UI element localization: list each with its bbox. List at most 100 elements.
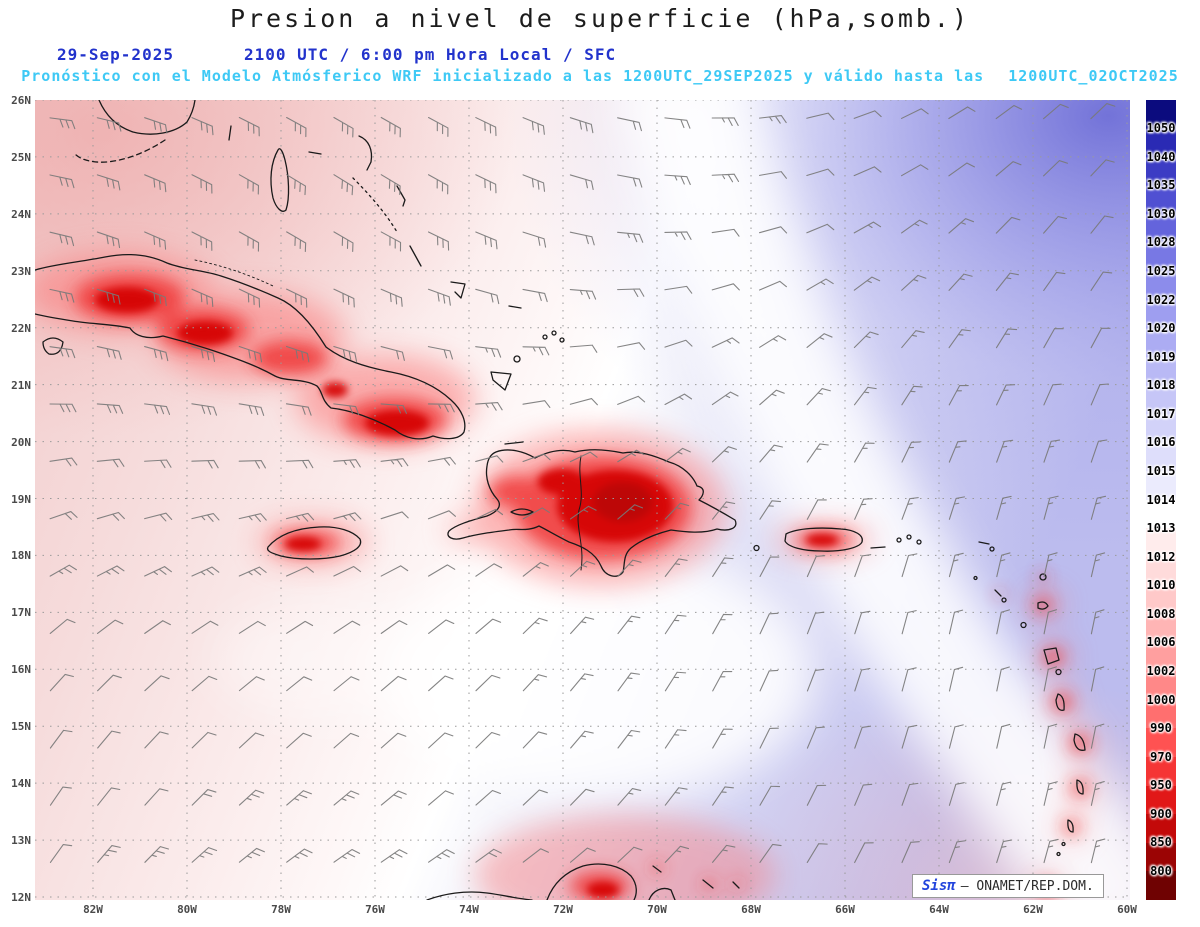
wind-barb bbox=[333, 790, 360, 806]
coast-grenadines bbox=[1056, 841, 1066, 857]
wind-barb bbox=[853, 331, 879, 349]
wind-barb bbox=[333, 512, 362, 522]
wind-barb bbox=[333, 288, 355, 308]
wind-barb bbox=[475, 563, 503, 577]
wind-barb bbox=[49, 457, 78, 467]
wind-barb bbox=[617, 559, 642, 577]
wind-barb bbox=[238, 566, 267, 577]
wind-barb bbox=[901, 667, 917, 692]
wind-barb bbox=[901, 330, 925, 349]
wind-barb bbox=[333, 676, 360, 692]
lat-label: 19N bbox=[11, 492, 31, 506]
lon-label: 82W bbox=[83, 903, 103, 916]
coast-eleuthera bbox=[358, 135, 373, 171]
wind-barb bbox=[569, 231, 595, 246]
wind-barb bbox=[901, 497, 919, 520]
wind-barb bbox=[97, 674, 122, 692]
coast-guadeloupe bbox=[1043, 647, 1060, 665]
coast-antigua bbox=[1037, 601, 1049, 610]
wind-barb bbox=[380, 675, 407, 692]
wind-barb bbox=[853, 110, 882, 119]
wind-barb bbox=[901, 841, 920, 864]
wind-barb bbox=[806, 223, 835, 234]
wind-barb bbox=[712, 844, 736, 863]
wind-barb bbox=[191, 459, 219, 469]
wind-barb bbox=[664, 285, 693, 294]
low-pressure-hotspots bbox=[95, 287, 838, 898]
colorbar-tick-label: 1020 bbox=[1146, 321, 1176, 336]
wind-barb bbox=[711, 446, 738, 463]
wind-barb bbox=[569, 451, 598, 463]
wind-barb bbox=[617, 846, 643, 863]
colorbar-segment bbox=[1146, 756, 1176, 786]
colorbar-tick-label: 1035 bbox=[1146, 178, 1176, 193]
coast-dominica bbox=[1055, 693, 1065, 711]
wind-barb bbox=[96, 403, 124, 414]
wind-barb bbox=[428, 732, 454, 749]
wind-barb bbox=[712, 613, 733, 635]
colorbar-segment bbox=[1146, 842, 1176, 872]
wind-barb bbox=[522, 400, 551, 409]
coast-isle-of-youth bbox=[42, 337, 64, 355]
coast-st-vincent bbox=[1067, 819, 1074, 833]
wind-barb bbox=[948, 552, 964, 578]
colorbar-segment bbox=[1146, 185, 1176, 215]
wind-barb bbox=[664, 787, 688, 806]
wind-barb bbox=[570, 616, 595, 635]
colorbar-tick-label: 1025 bbox=[1146, 263, 1176, 278]
colorbar-segment bbox=[1146, 785, 1176, 815]
wind-barb bbox=[238, 403, 265, 416]
wind-barb bbox=[854, 554, 872, 578]
wind-barb bbox=[806, 499, 827, 520]
wind-barb bbox=[238, 847, 265, 863]
wind-barb bbox=[191, 789, 217, 806]
colorbar-tick-label: 990 bbox=[1150, 721, 1172, 736]
watermark-brand: Sisπ bbox=[922, 878, 956, 894]
wind-barb bbox=[238, 231, 260, 252]
wind-barb bbox=[1090, 159, 1115, 177]
wind-barb bbox=[901, 782, 919, 806]
wind-barb bbox=[191, 288, 214, 308]
coast-little-inagua bbox=[513, 355, 521, 363]
wind-barb bbox=[238, 789, 265, 806]
wind-barb bbox=[1090, 439, 1108, 463]
colorbar-tick-label: 1050 bbox=[1146, 121, 1176, 136]
wind-barb bbox=[380, 790, 407, 806]
wind-barb bbox=[380, 288, 403, 307]
wind-barb bbox=[806, 388, 831, 406]
datetime-line: 29-Sep-2025 2100 UTC / 6:00 pm Hora Loca… bbox=[57, 45, 616, 64]
wind-barb bbox=[333, 345, 358, 362]
lat-label: 12N bbox=[11, 891, 31, 904]
wind-barb bbox=[427, 403, 455, 413]
wind-barb bbox=[286, 288, 308, 308]
wind-barb bbox=[49, 843, 73, 863]
colorbar-segment bbox=[1146, 528, 1176, 557]
wind-barb bbox=[96, 346, 122, 360]
wind-barb bbox=[759, 500, 782, 520]
wind-barb bbox=[427, 174, 449, 195]
coast-gonave bbox=[510, 508, 534, 516]
colorbar-tick-label: 1010 bbox=[1146, 578, 1176, 593]
wind-barb bbox=[948, 329, 971, 349]
wind-barb bbox=[333, 231, 354, 252]
wind-barb bbox=[97, 730, 121, 749]
wind-barb bbox=[427, 456, 456, 466]
wind-barb bbox=[664, 231, 692, 241]
coast-mona bbox=[753, 544, 760, 552]
wind-barb bbox=[428, 849, 455, 863]
wind-barb bbox=[854, 842, 874, 864]
colorbar-tick-label: 1000 bbox=[1146, 692, 1176, 707]
wind-barb bbox=[1043, 838, 1059, 864]
wind-barb bbox=[664, 502, 690, 520]
wind-barb bbox=[96, 565, 125, 577]
wind-barb bbox=[901, 724, 918, 749]
wind-barb bbox=[617, 117, 642, 132]
wind-barb bbox=[1043, 327, 1064, 349]
wind-barb bbox=[664, 117, 691, 129]
wind-barb bbox=[901, 610, 917, 635]
wind-barb bbox=[522, 731, 548, 749]
colorbar-segment bbox=[1146, 214, 1176, 243]
wind-barb bbox=[1043, 495, 1059, 520]
wind-barb bbox=[901, 441, 921, 463]
